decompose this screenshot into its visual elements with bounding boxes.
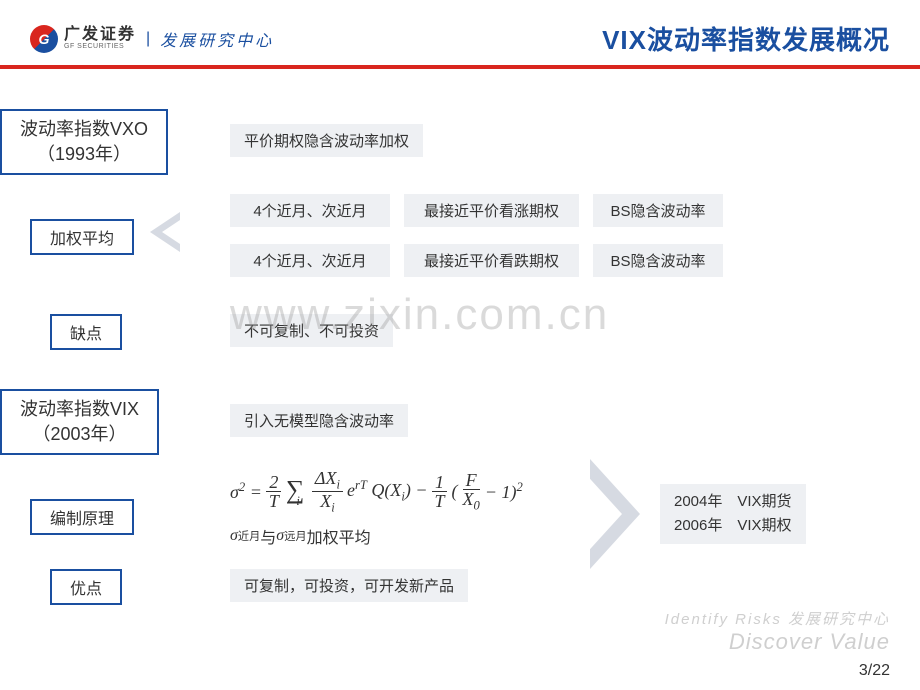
logo-en: GF SECURITIES	[64, 43, 136, 50]
footer-watermark: Identify Risks 发展研究中心 Discover Value	[665, 608, 890, 655]
page-title: VIX波动率指数发展概况	[602, 20, 890, 57]
footer-wm-l1: Identify Risks 发展研究中心	[665, 608, 890, 629]
sigma2-sub: 远月	[284, 528, 306, 544]
section2-desc: 引入无模型隐含波动率	[230, 404, 408, 437]
section2-advantage-row: 可复制，可投资，可开发新产品	[230, 569, 468, 602]
section1-desc-row: 平价期权隐含波动率加权	[230, 124, 423, 157]
content: 波动率指数VXO （1993年） 平价期权隐含波动率加权 加权平均 4个近月、次…	[0, 89, 920, 99]
grid-r1c3: BS隐含波动率	[593, 194, 723, 227]
grid-row2: 4个近月、次近月 最接近平价看跌期权 BS隐含波动率	[230, 244, 723, 277]
section2-desc-row: 引入无模型隐含波动率	[230, 404, 408, 437]
chevron2	[590, 459, 640, 569]
section1-sub2-row: 缺点	[50, 314, 122, 350]
sigma1: σ	[230, 527, 238, 545]
section1-title-row: 波动率指数VXO （1993年）	[0, 109, 168, 175]
footer-wm-l2: Discover Value	[665, 629, 890, 655]
section2-title-l2: （2003年）	[32, 424, 126, 444]
grid-r2c3: BS隐含波动率	[593, 244, 723, 277]
divider-red	[0, 65, 920, 69]
formula-suffix: 加权平均	[307, 524, 371, 548]
section1-sub1: 加权平均	[30, 219, 134, 255]
logo-area: 广发证券 GF SECURITIES | 发展研究中心	[30, 25, 274, 53]
result-row: 2004年 VIX期货 2006年 VIX期权	[660, 484, 806, 544]
formula: σ2 = 2T ∑ i ΔXiXi erT Q(Xi) − 1T ( FX0 −…	[230, 469, 523, 514]
result-l2: 2006年 VIX期权	[674, 517, 792, 534]
section2-advantage: 可复制，可投资，可开发新产品	[230, 569, 468, 602]
chevron1	[150, 212, 180, 252]
section1-sub1-row: 加权平均	[30, 219, 134, 255]
section2-title-l1: 波动率指数VIX	[20, 399, 139, 419]
section2-title-row: 波动率指数VIX （2003年）	[0, 389, 159, 455]
formula-mid: 与	[260, 524, 276, 548]
logo-subtitle: 发展研究中心	[160, 27, 274, 51]
logo-text: 广发证券 GF SECURITIES	[64, 27, 136, 50]
sigma1-sub: 近月	[238, 528, 260, 544]
logo-icon	[30, 25, 58, 53]
section1-drawback: 不可复制、不可投资	[230, 314, 393, 347]
logo-divider: |	[146, 30, 150, 48]
result-l1: 2004年 VIX期货	[674, 493, 792, 510]
result-box: 2004年 VIX期货 2006年 VIX期权	[660, 484, 806, 544]
section1-desc: 平价期权隐含波动率加权	[230, 124, 423, 157]
grid-r1c2: 最接近平价看涨期权	[404, 194, 579, 227]
grid-r2c2: 最接近平价看跌期权	[404, 244, 579, 277]
header: 广发证券 GF SECURITIES | 发展研究中心 VIX波动率指数发展概况	[0, 0, 920, 65]
page-number: 3/22	[859, 662, 890, 680]
section1-title-l1: 波动率指数VXO	[20, 119, 148, 139]
section2-sub2: 优点	[50, 569, 122, 605]
logo-cn: 广发证券	[64, 27, 136, 43]
chevron-left-icon	[150, 212, 180, 252]
section2-sub1: 编制原理	[30, 499, 134, 535]
section1-title-box: 波动率指数VXO （1993年）	[0, 109, 168, 175]
section1-sub2: 缺点	[50, 314, 122, 350]
chevron-right-icon	[590, 459, 640, 569]
section2-sub1-row: 编制原理	[30, 499, 134, 535]
section1-drawback-row: 不可复制、不可投资	[230, 314, 393, 347]
grid-row1: 4个近月、次近月 最接近平价看涨期权 BS隐含波动率	[230, 194, 723, 227]
grid-r2c1: 4个近月、次近月	[230, 244, 390, 277]
grid-r1c1: 4个近月、次近月	[230, 194, 390, 227]
sigma2: σ	[276, 527, 284, 545]
section2-sub2-row: 优点	[50, 569, 122, 605]
formula-note: σ近月 与 σ远月 加权平均	[230, 524, 371, 548]
section1-title-l2: （1993年）	[37, 144, 131, 164]
section2-title-box: 波动率指数VIX （2003年）	[0, 389, 159, 455]
